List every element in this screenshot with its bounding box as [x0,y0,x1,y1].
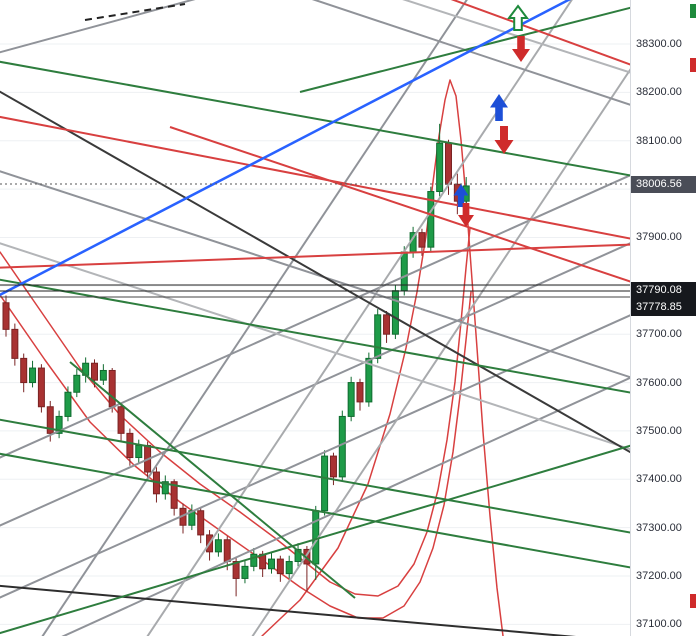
candle-body [55,415,63,434]
up-arrow-marker[interactable] [453,184,469,207]
price-line-badge-upper: 37790.08 [631,282,696,299]
price-label: 37400.00 [636,473,682,486]
trend-line[interactable] [0,168,630,400]
price-axis[interactable]: 38006.56 37790.08 37778.85 38300.00 38200… [630,0,696,636]
candle-body [418,232,426,248]
edge-price-mark [690,594,696,608]
price-label: 38300.00 [636,38,682,50]
candle-body [161,481,169,495]
candle-body [356,382,364,403]
price-label: 37200.00 [636,570,682,583]
ma-curve[interactable] [261,79,504,636]
candle-body [46,406,54,434]
candle-body [214,539,222,553]
candle-body [37,367,45,408]
trend-line[interactable] [84,3,186,21]
up-arrow-marker[interactable] [490,94,508,121]
trend-line[interactable] [440,0,630,90]
candle-body [232,561,240,579]
price-label: 37500.00 [636,424,682,437]
candlestick-chart[interactable] [0,0,630,636]
price-label: 37700.00 [636,328,682,341]
trend-line[interactable] [0,425,630,636]
price-line-badge-lower: 37778.85 [631,299,696,316]
candle-body [135,444,143,459]
price-label: 37300.00 [636,521,682,534]
candle-body [64,391,72,417]
price-label: 38200.00 [636,86,682,99]
down-arrow-marker[interactable] [458,203,474,227]
candle-body [329,455,337,478]
trend-line[interactable] [0,418,630,545]
candle-body [276,558,284,575]
candle-body [170,481,178,509]
trend-line[interactable] [40,0,470,636]
candle-body [365,357,373,403]
candle-body [383,314,391,335]
trend-line[interactable] [169,126,630,305]
candle-body [29,367,37,384]
candle-body [321,455,329,512]
up-arrow-marker[interactable] [507,4,529,31]
candle-body [126,432,134,459]
candle-body [91,362,98,381]
candle-body [436,142,444,193]
candle-body [11,328,19,359]
trend-line[interactable] [0,452,630,580]
candle-body [285,561,293,575]
candle-body [20,357,28,384]
trend-line[interactable] [0,86,630,492]
candle-body [347,382,355,417]
candle-body [2,302,10,330]
candle-body [250,553,258,567]
trend-line[interactable] [0,284,630,602]
price-label: 37900.00 [636,231,682,244]
candle-body [223,539,231,563]
ma-curve[interactable] [0,227,471,597]
trend-line[interactable] [0,144,630,462]
trend-line[interactable] [250,0,630,636]
price-label: 37600.00 [636,376,682,389]
candle-body [294,548,302,563]
current-price-badge: 38006.56 [631,176,696,193]
down-arrow-marker[interactable] [494,126,514,154]
trend-line[interactable] [55,346,630,636]
price-label: 37100.00 [636,618,682,631]
candle-body [445,142,452,185]
trend-line[interactable] [299,0,630,93]
candle-body [241,565,249,579]
candle-body [197,510,205,536]
trend-line[interactable] [0,0,578,300]
trend-line[interactable] [0,0,210,55]
candle-body [268,558,275,570]
price-label: 38100.00 [636,134,682,147]
trend-line[interactable] [300,0,630,128]
trend-line[interactable] [0,584,630,636]
trend-line[interactable] [0,278,630,405]
edge-price-mark [690,58,696,72]
trend-line[interactable] [0,240,630,472]
trend-line[interactable] [0,60,630,188]
candle-body [374,314,382,359]
candle-body [338,415,346,478]
trend-line[interactable] [390,0,630,95]
trend-line[interactable] [0,242,630,269]
candle-body [117,406,125,434]
candle-body [427,191,435,248]
candle-body [99,369,107,381]
down-arrow-marker[interactable] [512,36,530,62]
candle-body [73,374,81,393]
edge-price-mark [690,4,696,18]
trend-line[interactable] [69,361,356,599]
candle-body [108,369,116,408]
